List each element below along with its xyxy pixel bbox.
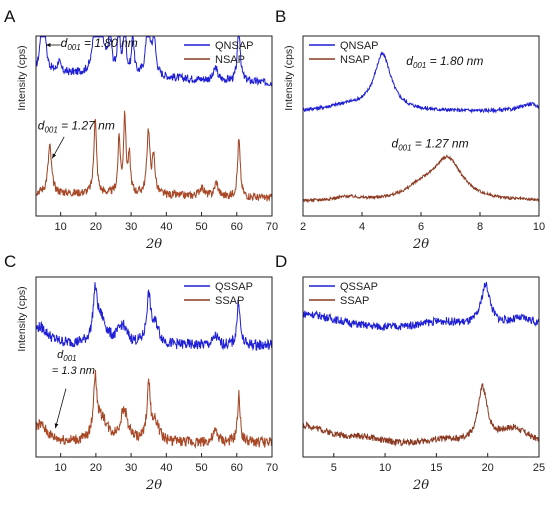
x-tick-label: 15 (430, 462, 442, 474)
annotation-text: = 1.3 nm (52, 365, 95, 377)
arrow-head (52, 153, 57, 159)
x-axis-label: 2θ (145, 478, 162, 493)
panel-c: C 10 20 30 40 50 60 70 2θ Intensity (cps) QSSAP SSA… (4, 252, 278, 493)
x-tick-label: 30 (125, 221, 137, 233)
panel-d: D 5 10 15 20 25 2θ QSSAP SSAP (275, 252, 545, 493)
legend-label: SSAP (215, 295, 244, 307)
series-line-qnsap (35, 36, 273, 87)
x-tick-label: 40 (160, 462, 172, 474)
x-tick-label: 20 (90, 462, 102, 474)
x-tick-label: 30 (125, 462, 137, 474)
series-line-ssap (302, 383, 540, 447)
panel-letter: C (4, 252, 16, 271)
plot-frame (35, 35, 273, 217)
legend-label: SSAP (340, 295, 369, 307)
annotation-text: d001 = 1.80 nm (61, 36, 138, 52)
x-tick-label: 10 (533, 221, 545, 233)
x-tick-label: 70 (266, 221, 278, 233)
x-tick-label: 40 (160, 221, 172, 233)
legend-label: QSSAP (340, 281, 378, 293)
annotation-text: d001 = 1.27 nm (38, 119, 115, 135)
arrow-head (45, 43, 51, 47)
x-axis-label: 2θ (412, 237, 429, 252)
panel-letter: B (275, 7, 286, 26)
x-tick-label: 25 (533, 462, 545, 474)
panel-letter: D (275, 252, 287, 271)
series-line-ssap (35, 369, 273, 449)
x-tick-label: 50 (195, 462, 207, 474)
plot-frame (302, 276, 540, 458)
x-tick-label: 70 (266, 462, 278, 474)
x-tick-label: 10 (55, 462, 67, 474)
panel-a: A 10 20 30 40 50 60 70 2θ Intensity (cps) QNSAP NSA… (4, 7, 278, 252)
series-line-qssap (35, 282, 273, 352)
x-axis-label: 2θ (412, 478, 429, 493)
x-tick-label: 10 (55, 221, 67, 233)
arrow-head (54, 423, 59, 429)
x-tick-label: 2 (300, 221, 306, 233)
legend-label: NSAP (215, 54, 245, 66)
x-tick-label: 60 (231, 221, 243, 233)
legend-label: NSAP (340, 54, 370, 66)
annotation-text: d001 = 1.27 nm (392, 137, 469, 153)
series-line-qssap (302, 281, 540, 332)
y-axis-label: Intensity (cps) (283, 45, 295, 110)
series-line-qnsap (302, 51, 540, 114)
x-tick-label: 60 (231, 462, 243, 474)
series-highlight (35, 369, 273, 448)
x-tick-label: 8 (477, 221, 483, 233)
y-axis-label: Intensity (cps) (16, 45, 28, 110)
x-axis-label: 2θ (145, 237, 162, 252)
x-tick-label: 10 (379, 462, 391, 474)
x-tick-label: 50 (195, 221, 207, 233)
series-line-nsap (302, 153, 540, 204)
annotation-text: d001 = 1.80 nm (406, 54, 483, 70)
y-axis-label: Intensity (cps) (16, 286, 28, 351)
x-tick-label: 4 (359, 221, 365, 233)
panel-letter: A (4, 7, 16, 26)
annotation-text: d001 (57, 349, 76, 363)
plot-frame (35, 276, 273, 458)
legend-label: QSSAP (215, 281, 253, 293)
x-tick-label: 6 (418, 221, 424, 233)
legend-label: QNSAP (215, 40, 254, 52)
x-tick-label: 20 (482, 462, 494, 474)
x-tick-label: 20 (90, 221, 102, 233)
annotation-arrow (54, 388, 67, 429)
x-tick-label: 5 (331, 462, 337, 474)
series-highlight (35, 110, 273, 202)
panel-b: B 2 4 6 8 10 2θ Intensity (cps) QNSAP NSAP d001 = … (275, 7, 545, 252)
legend-label: QNSAP (340, 40, 379, 52)
